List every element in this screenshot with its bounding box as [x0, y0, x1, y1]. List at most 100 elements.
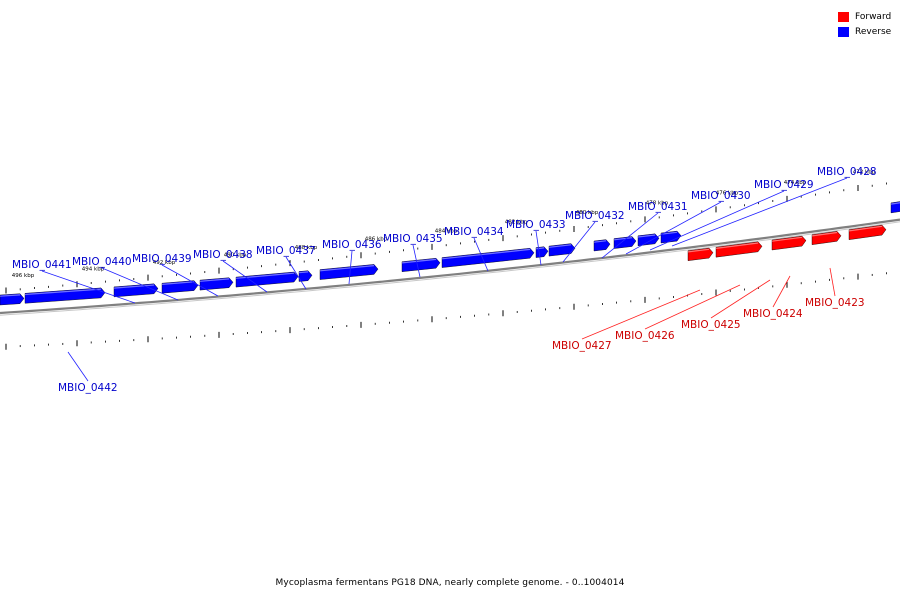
gene-label-mbio_0440[interactable]: MBIO_0440	[72, 256, 132, 268]
legend: Forward Reverse	[838, 9, 891, 39]
gene-highlight	[319, 265, 375, 272]
gene-highlight	[660, 231, 678, 235]
gene-arrow-mbio_0435[interactable]	[401, 257, 441, 272]
gene-arrow-mbio_0432[interactable]	[593, 239, 611, 252]
gene-arrow-mbio_0423[interactable]	[848, 224, 887, 240]
tick-label: 496 kbp	[12, 273, 35, 279]
gene-label-mbio_0439[interactable]: MBIO_0439	[132, 253, 192, 265]
gene-highlight	[811, 231, 838, 237]
gene-label-mbio_0442[interactable]: MBIO_0442	[58, 382, 118, 394]
tick-label: 492 kbp	[153, 260, 176, 266]
gene-arrow-unlabeled[interactable]	[199, 277, 234, 291]
gene-arrow-mbio_0430[interactable]	[637, 233, 660, 247]
tick-label: 486 kbp	[365, 237, 388, 243]
tick-marks: 496 kbp 494 kbp 492 kbp 490 kbp 488 kbp 486 k…	[5, 169, 887, 350]
leader-line	[41, 270, 136, 304]
gene-arrow-mbio_0436[interactable]	[319, 264, 379, 280]
leader-line	[671, 177, 848, 247]
gene-arrow-mbio_0426[interactable]	[715, 241, 763, 258]
gene-highlight	[535, 247, 545, 250]
leader-line	[535, 230, 542, 266]
gene-label-mbio_0431[interactable]: MBIO_0431	[628, 201, 688, 213]
gene-label-mbio_0438[interactable]: MBIO_0438	[193, 249, 253, 261]
genome-backbone	[0, 218, 900, 316]
leader-line	[222, 260, 268, 293]
leader-line	[348, 250, 353, 285]
reverse-swatch	[838, 26, 849, 37]
gene-highlight	[715, 242, 759, 249]
legend-entry-forward: Forward	[838, 9, 891, 24]
tick-label: 490 kbp	[224, 252, 247, 258]
gene-label-mbio_0434[interactable]: MBIO_0434	[444, 226, 504, 238]
gene-highlight	[613, 237, 633, 241]
tick-label: 474 kbp	[784, 180, 807, 186]
gene-highlight	[298, 271, 309, 274]
gene-label-mbio_0437[interactable]: MBIO_0437	[256, 245, 316, 257]
gene-arrow-mbio_0434[interactable]	[441, 247, 535, 268]
gene-highlight	[771, 236, 803, 242]
leader-line	[412, 244, 421, 278]
backbone-shadow	[0, 221, 900, 316]
gene-arrow-mbio_0427[interactable]	[687, 247, 714, 261]
tick-label: 484 kbp	[435, 228, 458, 234]
gene-arrow-mbio_0437[interactable]	[298, 270, 313, 282]
gene-label-mbio_0427[interactable]: MBIO_0427	[552, 340, 612, 352]
gene-features	[0, 201, 900, 306]
leader-line	[161, 264, 219, 297]
legend-label-forward: Forward	[855, 11, 892, 22]
gene-highlight	[401, 258, 437, 264]
tick-label: 472 kbp	[853, 169, 876, 175]
gene-highlight	[548, 244, 572, 248]
tick-label: 488 kbp	[295, 245, 318, 251]
gene-arrow-mbio_0438[interactable]	[235, 271, 299, 288]
gene-label-mbio_0424[interactable]: MBIO_0424	[743, 308, 803, 320]
gene-arrow-mbio_0425[interactable]	[771, 235, 807, 251]
gene-labels: MBIO_0423MBIO_0424MBIO_0425MBIO_0426MBIO…	[12, 166, 877, 394]
gene-arrow-mbio_0433[interactable]	[548, 243, 576, 257]
legend-entry-reverse: Reverse	[838, 24, 891, 39]
gene-arrow-mbio_0424[interactable]	[811, 231, 842, 245]
gene-label-mbio_0426[interactable]: MBIO_0426	[615, 330, 675, 342]
backbone-line	[0, 218, 900, 315]
leader-line	[562, 221, 596, 263]
leader-line	[285, 256, 307, 290]
gene-label-mbio_0423[interactable]: MBIO_0423	[805, 297, 865, 309]
leader-line	[67, 351, 89, 382]
leader-line	[473, 237, 489, 272]
leader-line	[772, 275, 791, 308]
gene-label-mbio_0436[interactable]: MBIO_0436	[322, 239, 382, 251]
leader-line	[101, 267, 179, 301]
legend-label-reverse: Reverse	[855, 26, 892, 37]
gene-label-mbio_0430[interactable]: MBIO_0430	[691, 190, 751, 202]
gene-highlight	[848, 225, 883, 232]
gene-arrow-mbio_0431[interactable]	[613, 236, 637, 249]
leader-line	[829, 267, 836, 297]
gene-highlight	[113, 284, 155, 289]
gene-highlight	[890, 202, 900, 205]
gene-label-mbio_0432[interactable]: MBIO_0432	[565, 210, 625, 222]
tick-label: 478 kbp	[646, 200, 669, 206]
gene-label-mbio_0433[interactable]: MBIO_0433	[506, 219, 566, 231]
leader-line	[649, 190, 785, 251]
gene-highlight	[199, 278, 230, 282]
leader-line	[581, 289, 701, 340]
gene-label-mbio_0429[interactable]: MBIO_0429	[754, 179, 814, 191]
gene-arrow-mbio_0439[interactable]	[161, 280, 199, 294]
gene-label-mbio_0425[interactable]: MBIO_0425	[681, 319, 741, 331]
tick-label: 476 kbp	[716, 190, 739, 196]
tick-label: 482 kbp	[505, 219, 528, 225]
gene-arrow-mbio_0428[interactable]	[890, 201, 900, 214]
gene-label-mbio_0441[interactable]: MBIO_0441	[12, 259, 72, 271]
tick-label: 494 kbp	[82, 267, 105, 273]
gene-arrow-mbio_0441[interactable]	[24, 287, 106, 304]
gene-highlight	[687, 248, 710, 253]
gene-arrow-mbio_0442[interactable]	[0, 293, 25, 306]
gene-highlight	[24, 288, 102, 296]
gene-highlight	[637, 234, 656, 238]
gene-label-mbio_0428[interactable]: MBIO_0428	[817, 166, 877, 178]
gene-label-mbio_0435[interactable]: MBIO_0435	[383, 233, 443, 245]
gene-arrow-mbio_0429[interactable]	[660, 230, 682, 244]
gene-highlight	[161, 281, 195, 285]
tick-label: 480 kbp	[576, 210, 599, 216]
map-caption: Mycoplasma fermentans PG18 DNA, nearly c…	[275, 578, 625, 588]
